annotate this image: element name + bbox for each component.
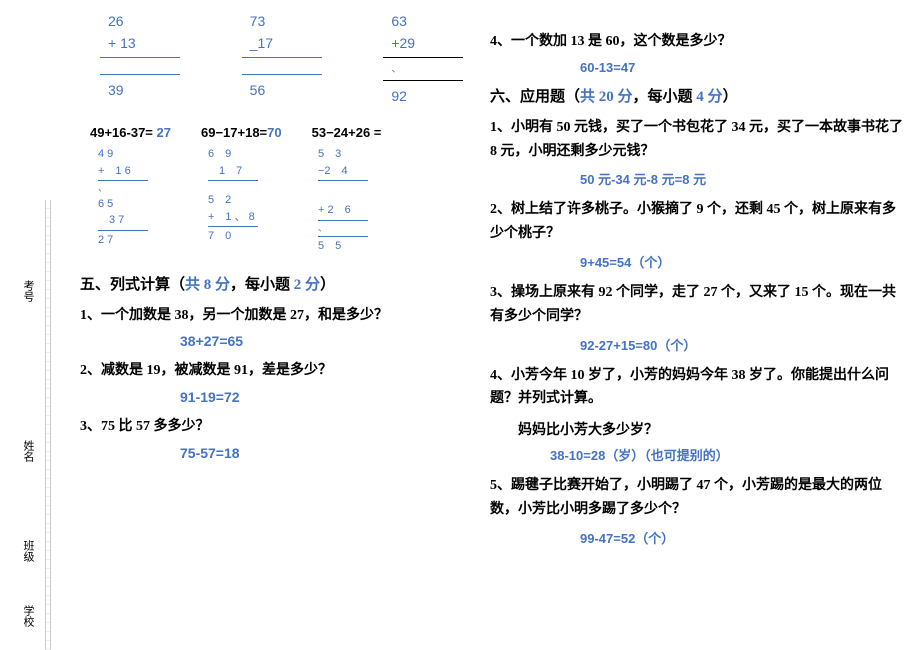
section-6-heading: 六、应用题（共 20 分，每小题 4 分） xyxy=(490,85,905,106)
working-col-2: 6 9 1 7 5 2 + 1 、 8 7 0 xyxy=(208,146,258,255)
work-line: −2 4 xyxy=(318,163,368,180)
arith-operand: 26 xyxy=(100,10,182,32)
sidebar-label-school: 学校 xyxy=(20,605,36,627)
s5-a1: 38+27=65 xyxy=(70,333,465,349)
heading-text: 六、应用题（ xyxy=(490,89,580,105)
eq-answer: 70 xyxy=(267,125,281,140)
heading-score: 4 分 xyxy=(696,89,722,105)
work-rule xyxy=(208,226,258,227)
s5-q3: 3、75 比 57 多多少？ xyxy=(70,415,465,439)
work-line: 2 7 xyxy=(98,232,148,249)
s5-q4: 4、一个数加 13 是 60，这个数是多少？ xyxy=(490,30,905,54)
equation-row: 49+16-37= 27 69−17+18=70 53−24+26 = xyxy=(90,125,465,140)
left-column: 26 + 13 39 73 _17 56 63 +29 、 92 49+16-3… xyxy=(60,0,480,650)
arith-rule xyxy=(242,74,322,75)
work-rule xyxy=(318,220,368,221)
heading-text: 五、列式计算（ xyxy=(80,277,185,293)
working-col-3: 5 3 −2 4 + 2 6 、 5 5 xyxy=(318,146,368,255)
s6-q4: 4、小芳今年 10 岁了，小芳的妈妈今年 38 岁了。你能提出什么问题？并列式计… xyxy=(490,364,905,412)
heading-score: 共 8 分 xyxy=(185,277,230,293)
equation-3: 53−24+26 = xyxy=(312,125,382,140)
arith-block-3: 63 +29 、 92 xyxy=(383,10,465,107)
heading-score: 2 分 xyxy=(294,277,320,293)
arith-rule xyxy=(100,57,180,58)
s5-q2: 2、减数是 19，被减数是 91，差是多少？ xyxy=(70,359,465,383)
work-rule xyxy=(318,180,368,181)
s6-a4: 38-10=28（岁）（也可提别的） xyxy=(490,445,905,464)
s5-a4: 60-13=47 xyxy=(490,60,905,75)
s6-sub4: 妈妈比小芳大多少岁？ xyxy=(490,419,905,439)
arith-operand: + 13 xyxy=(100,32,182,54)
work-line: + 1 、 8 xyxy=(208,209,258,226)
work-rule xyxy=(208,180,258,181)
s5-q1: 1、一个加数是 38，另一个加数是 27，和是多少？ xyxy=(70,304,465,328)
s6-a3: 92-27+15=80（个） xyxy=(490,335,905,354)
heading-text: ） xyxy=(723,89,738,105)
s6-q2: 2、树上结了许多桃子。小猴摘了 9 个，还剩 45 个，树上原来有多少个桃子？ xyxy=(490,198,905,246)
s6-a2: 9+45=54（个） xyxy=(490,252,905,271)
sidebar-label-name: 姓名 xyxy=(20,440,36,462)
heading-text: ） xyxy=(320,277,335,293)
s6-a1: 50 元-34 元-8 元=8 元 xyxy=(490,169,905,188)
working-col-1: 4 9 + 1 6 、 6 5 3 7 2 7 xyxy=(98,146,148,255)
ruler-decoration xyxy=(45,200,51,650)
eq-lhs: 53−24+26 = xyxy=(312,125,382,140)
arith-result: 39 xyxy=(100,79,182,101)
eq-answer: 27 xyxy=(153,125,171,140)
s6-q5: 5、踢毽子比赛开始了，小明踢了 47 个，小芳踢的是最大的两位数，小芳比小明多踢… xyxy=(490,474,905,522)
sidebar-label-exam-id: 考号 xyxy=(20,280,36,302)
equations-section: 49+16-37= 27 69−17+18=70 53−24+26 = 4 9 … xyxy=(70,125,465,255)
arith-operand: 63 xyxy=(383,10,465,32)
workings-grid: 4 9 + 1 6 、 6 5 3 7 2 7 6 9 1 7 5 2 + 1 … xyxy=(90,146,465,255)
heading-text: ，每小题 xyxy=(633,89,697,105)
arith-result: 56 xyxy=(242,79,324,101)
work-line: 5 3 xyxy=(318,146,368,163)
work-line: 4 9 xyxy=(98,146,148,163)
work-line: 6 9 xyxy=(208,146,258,163)
exam-sidebar: 考号 姓名 班级 学校 xyxy=(0,0,60,650)
work-line: + 1 6 xyxy=(98,163,148,180)
arith-operand: 73 xyxy=(242,10,324,32)
equation-1: 49+16-37= 27 xyxy=(90,125,171,140)
work-line: 3 7 xyxy=(98,212,148,229)
arith-block-1: 26 + 13 39 xyxy=(100,10,182,107)
work-line: 6 5 xyxy=(98,196,148,213)
arith-operand: +29 xyxy=(383,32,465,54)
eq-lhs: 49+16-37= xyxy=(90,125,153,140)
work-line: 5 2 xyxy=(208,192,258,209)
section-5-heading: 五、列式计算（共 8 分，每小题 2 分） xyxy=(70,273,465,294)
right-column: 4、一个数加 13 是 60，这个数是多少？ 60-13=47 六、应用题（共 … xyxy=(480,0,920,650)
arith-block-2: 73 _17 56 xyxy=(242,10,324,107)
eq-lhs: 69−17+18= xyxy=(201,125,267,140)
work-rule xyxy=(98,230,148,231)
work-line: 5 5 xyxy=(318,238,368,255)
work-line: 1 7 xyxy=(208,163,258,180)
heading-score: 共 20 分 xyxy=(580,89,633,105)
sidebar-label-class: 班级 xyxy=(20,540,36,562)
arith-operand: _17 xyxy=(242,32,324,54)
work-carry: 、 xyxy=(318,222,368,236)
s5-a2: 91-19=72 xyxy=(70,389,465,405)
heading-text: ，每小题 xyxy=(230,277,294,293)
s6-a5: 99-47=52（个） xyxy=(490,528,905,547)
equation-2: 69−17+18=70 xyxy=(201,125,282,140)
arith-rule xyxy=(383,57,463,58)
work-rule xyxy=(318,236,368,237)
arith-rule xyxy=(383,80,463,81)
s6-q3: 3、操场上原来有 92 个同学，走了 27 个，又来了 15 个。现在一共有多少… xyxy=(490,281,905,329)
arith-carry: 、 xyxy=(383,62,465,78)
arith-result: 92 xyxy=(383,85,465,107)
work-rule xyxy=(98,180,148,181)
s6-q1: 1、小明有 50 元钱，买了一个书包花了 34 元，买了一本故事书花了 8 元，… xyxy=(490,116,905,164)
s5-a3: 75-57=18 xyxy=(70,445,465,461)
work-carry: 、 xyxy=(98,182,148,196)
work-line: + 2 6 xyxy=(318,202,368,219)
work-line: 7 0 xyxy=(208,228,258,245)
arith-rule xyxy=(100,74,180,75)
vertical-arithmetic-row: 26 + 13 39 73 _17 56 63 +29 、 92 xyxy=(70,10,465,107)
arith-rule xyxy=(242,57,322,58)
